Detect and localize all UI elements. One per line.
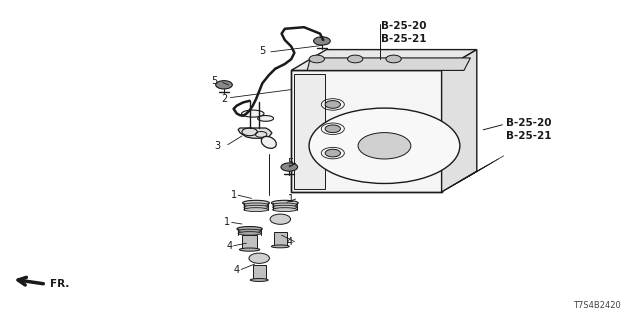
Ellipse shape <box>257 116 274 121</box>
Ellipse shape <box>261 136 276 148</box>
Circle shape <box>358 132 411 159</box>
Ellipse shape <box>273 203 297 207</box>
Text: 5: 5 <box>287 158 293 168</box>
Text: T7S4B2420: T7S4B2420 <box>573 301 621 310</box>
Ellipse shape <box>238 232 261 235</box>
Circle shape <box>325 125 340 132</box>
Circle shape <box>325 100 340 108</box>
Bar <box>291 70 442 192</box>
Bar <box>242 235 257 250</box>
Circle shape <box>314 37 330 45</box>
Bar <box>274 232 287 246</box>
Ellipse shape <box>239 248 260 251</box>
Text: 4: 4 <box>226 241 232 251</box>
Ellipse shape <box>244 203 268 207</box>
Circle shape <box>216 81 232 89</box>
Bar <box>253 265 266 280</box>
Ellipse shape <box>250 278 268 282</box>
Ellipse shape <box>244 205 268 209</box>
Text: 4: 4 <box>234 265 240 276</box>
Bar <box>294 74 325 189</box>
Polygon shape <box>307 58 470 70</box>
Circle shape <box>309 55 324 63</box>
Polygon shape <box>238 128 272 138</box>
Polygon shape <box>442 50 477 192</box>
Text: B-25-20
B-25-21: B-25-20 B-25-21 <box>506 118 551 141</box>
Circle shape <box>249 253 269 263</box>
Ellipse shape <box>242 110 264 117</box>
Text: 5: 5 <box>211 76 218 86</box>
Circle shape <box>325 149 340 157</box>
Ellipse shape <box>238 229 261 233</box>
Ellipse shape <box>271 200 298 205</box>
Circle shape <box>386 55 401 63</box>
Text: 3: 3 <box>214 140 221 151</box>
Ellipse shape <box>271 245 289 248</box>
Text: 1: 1 <box>224 217 230 228</box>
Text: 1: 1 <box>230 190 237 200</box>
Circle shape <box>270 214 291 224</box>
Circle shape <box>281 163 298 171</box>
Text: 5: 5 <box>259 46 266 56</box>
Circle shape <box>348 55 363 63</box>
Text: FR.: FR. <box>50 279 69 289</box>
Text: 1: 1 <box>288 194 294 204</box>
Ellipse shape <box>243 200 269 205</box>
Ellipse shape <box>273 208 297 212</box>
Circle shape <box>309 108 460 183</box>
Bar <box>291 70 442 192</box>
Ellipse shape <box>244 208 268 212</box>
Text: 2: 2 <box>221 94 227 104</box>
Ellipse shape <box>273 205 297 209</box>
Polygon shape <box>291 50 477 70</box>
Text: B-25-20
B-25-21: B-25-20 B-25-21 <box>381 21 426 44</box>
Ellipse shape <box>237 227 262 231</box>
Text: 4: 4 <box>287 236 293 247</box>
